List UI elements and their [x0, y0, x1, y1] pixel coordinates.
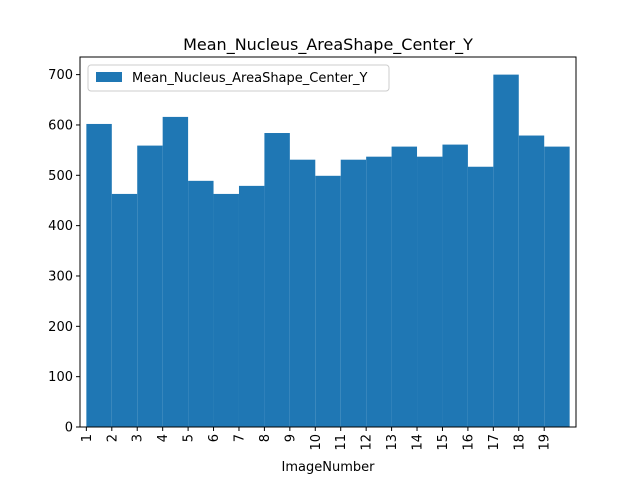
legend-box	[87, 64, 390, 92]
axes-frame	[79, 56, 577, 428]
x-tick-label: 16	[461, 434, 476, 451]
bar	[289, 159, 316, 427]
legend-label: Mean_Nucleus_AreaShape_Center_Y	[132, 71, 368, 86]
bar	[340, 159, 367, 427]
y-tick-label: 300	[48, 269, 73, 284]
x-tick-label: 4	[156, 434, 171, 442]
x-tick-label: 19	[538, 434, 553, 451]
x-tick-label: 13	[385, 434, 400, 451]
x-tick-label: 6	[207, 434, 222, 442]
y-tick-label: 400	[48, 219, 73, 234]
y-tick-label: 200	[48, 320, 73, 335]
x-tick-label: 12	[360, 434, 375, 451]
x-tick-label: 7	[232, 434, 247, 442]
x-tick-label: 15	[436, 434, 451, 451]
bar	[213, 193, 239, 427]
bar	[238, 185, 265, 427]
legend-swatch	[96, 72, 122, 82]
bar	[264, 133, 290, 427]
bar	[467, 166, 494, 427]
x-tick-label: 2	[105, 434, 120, 442]
x-tick-label: 18	[512, 434, 527, 451]
x-tick-label: 1	[80, 434, 95, 442]
y-tick-label: 500	[48, 169, 73, 184]
bar	[366, 156, 392, 427]
bar	[493, 74, 519, 427]
x-axis-label: ImageNumber	[282, 460, 376, 475]
y-tick-label: 0	[65, 421, 73, 436]
x-tick-label: 9	[283, 434, 298, 442]
bar	[315, 175, 341, 427]
y-tick-label: 100	[48, 370, 73, 385]
x-tick-label: 5	[182, 434, 197, 442]
bar	[442, 144, 468, 427]
bar	[417, 156, 443, 427]
bar	[518, 135, 545, 427]
bar	[111, 193, 138, 427]
x-tick-label: 17	[487, 434, 502, 451]
bar	[188, 180, 214, 427]
y-tick-label: 700	[48, 68, 73, 83]
bar	[162, 116, 189, 428]
x-tick-label: 3	[131, 434, 146, 442]
x-tick-label: 8	[258, 434, 273, 442]
bar	[86, 123, 112, 427]
bar	[391, 146, 418, 427]
bar	[137, 145, 163, 427]
y-tick-label: 600	[48, 118, 73, 133]
chart-title: Mean_Nucleus_AreaShape_Center_Y	[183, 35, 473, 55]
bar	[544, 146, 570, 427]
x-tick-label: 11	[334, 434, 349, 451]
x-tick-label: 14	[411, 434, 426, 451]
x-tick-label: 10	[309, 434, 324, 451]
